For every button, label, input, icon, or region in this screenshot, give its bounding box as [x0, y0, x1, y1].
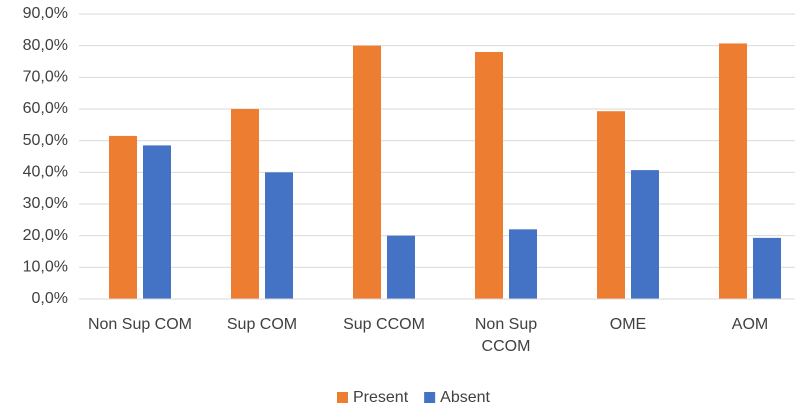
- bar: [109, 135, 137, 299]
- y-tick-label: 50,0%: [23, 132, 68, 149]
- x-tick-label: Sup CCOM: [343, 316, 425, 333]
- y-tick-label: 20,0%: [23, 227, 68, 244]
- x-tick-label: Non Sup COM: [87, 316, 193, 333]
- bar: [631, 170, 659, 299]
- bar: [143, 145, 171, 299]
- legend-swatch: [424, 392, 436, 403]
- x-tick-label: Non Sup CCOM: [474, 316, 538, 355]
- y-tick-label: 10,0%: [23, 259, 68, 276]
- bar: [231, 109, 259, 299]
- bar: [475, 52, 503, 299]
- x-tick-label: OME: [609, 316, 647, 333]
- y-tick-label: 30,0%: [23, 195, 68, 212]
- legend-label: Absent: [440, 389, 490, 406]
- bar: [719, 43, 747, 300]
- bar: [265, 172, 293, 299]
- y-tick-label: 70,0%: [23, 69, 68, 86]
- bar: [597, 111, 625, 299]
- y-tick-label: 90,0%: [23, 5, 68, 22]
- y-tick-label: 80,0%: [23, 37, 68, 54]
- bar: [387, 235, 415, 299]
- y-tick-label: 60,0%: [23, 100, 68, 117]
- y-tick-label: 40,0%: [23, 164, 68, 181]
- bar: [753, 237, 781, 299]
- legend-label: Present: [353, 389, 409, 406]
- bar: [509, 229, 537, 299]
- x-tick-label: Sup COM: [226, 316, 298, 333]
- bar: [353, 45, 381, 299]
- x-tick-label: AOM: [731, 316, 769, 333]
- y-tick-label: 0,0%: [32, 290, 68, 307]
- legend-swatch: [337, 392, 348, 403]
